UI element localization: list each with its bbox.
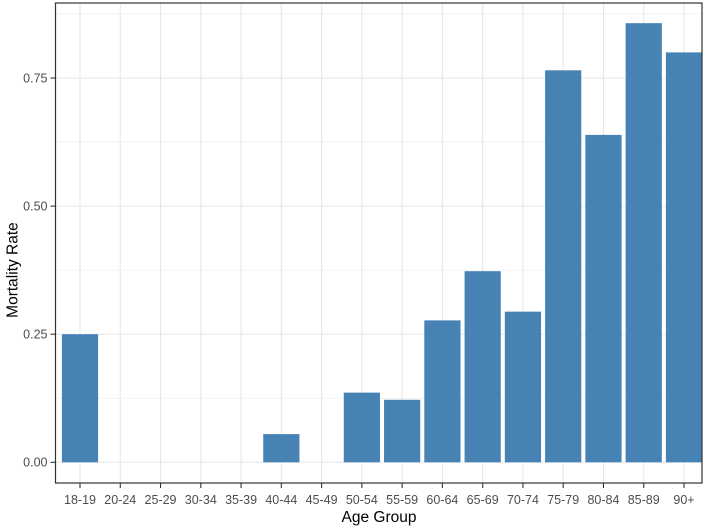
x-tick-label: 20-24	[104, 493, 136, 507]
x-tick-label: 35-39	[225, 493, 257, 507]
x-tick-label: 80-84	[587, 493, 619, 507]
x-tick-label: 55-59	[386, 493, 418, 507]
bar-55-59	[384, 399, 421, 463]
y-axis-title: Mortality Rate	[5, 222, 22, 318]
y-tick-label: 0.00	[23, 456, 47, 470]
y-tick-label: 0.25	[23, 328, 47, 342]
x-tick-label: 90+	[673, 493, 694, 507]
bar-80-84	[585, 134, 622, 463]
x-tick-label: 45-49	[306, 493, 338, 507]
bar-70-74	[504, 311, 542, 463]
bar-18-19	[61, 334, 99, 463]
bar-50-54	[343, 392, 380, 463]
bar-75-79	[545, 70, 582, 463]
y-tick-label: 0.75	[23, 71, 47, 85]
x-tick-label: 18-19	[64, 493, 96, 507]
bar-90+	[665, 52, 703, 463]
bar-85-89	[625, 23, 662, 463]
x-tick-label: 40-44	[265, 493, 297, 507]
bar-65-69	[464, 271, 501, 463]
x-axis-title: Age Group	[342, 509, 417, 526]
x-tick-label: 60-64	[426, 493, 458, 507]
x-tick-label: 70-74	[507, 493, 539, 507]
bar-40-44	[263, 434, 300, 463]
x-tick-label: 85-89	[628, 493, 660, 507]
panel-border	[54, 2, 703, 484]
x-tick-label: 65-69	[467, 493, 499, 507]
x-tick-label: 25-29	[145, 493, 177, 507]
y-tick-label: 0.50	[23, 199, 47, 213]
bar-60-64	[424, 320, 461, 463]
x-tick-label: 50-54	[346, 493, 378, 507]
x-tick-label: 30-34	[185, 493, 217, 507]
x-tick-label: 75-79	[547, 493, 579, 507]
